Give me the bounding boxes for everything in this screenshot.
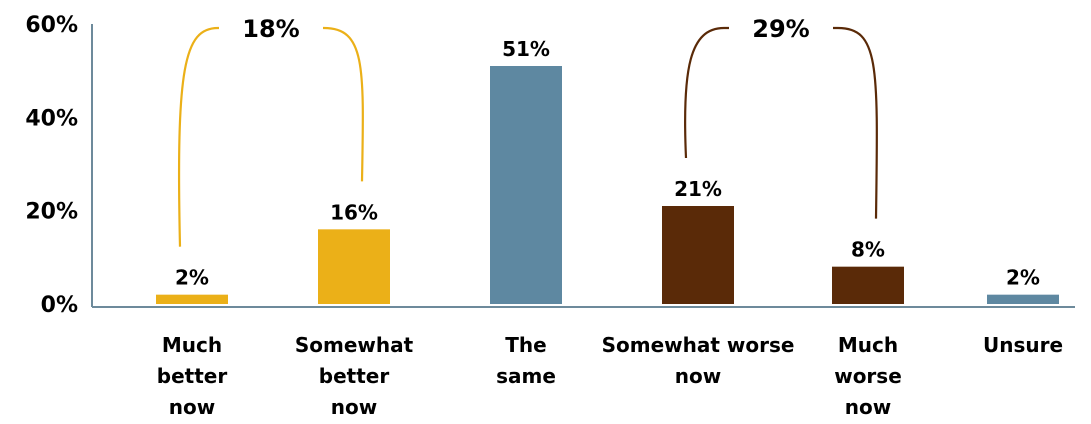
y-tick-label: 0%: [41, 293, 78, 318]
x-category-label: Much better now: [156, 333, 228, 419]
group-bracket-right: [833, 26, 878, 219]
data-label: 2%: [175, 266, 209, 290]
y-tick-label: 60%: [25, 13, 78, 38]
bar: [156, 294, 228, 304]
data-label: 16%: [330, 200, 378, 224]
x-category-label: Somewhat worse now: [601, 333, 795, 388]
y-tick-label: 40%: [25, 106, 78, 131]
x-category-label: Unsure: [982, 333, 1064, 357]
x-category-label: Much worse now: [834, 333, 902, 419]
bar: [662, 206, 734, 304]
bar: [987, 294, 1059, 304]
bar: [318, 229, 390, 304]
data-label: 2%: [1006, 266, 1040, 290]
group-total-label: 29%: [752, 15, 809, 43]
bar: [490, 66, 562, 304]
data-label: 51%: [502, 37, 550, 61]
group-bracket-left: [683, 26, 729, 159]
group-total-label: 18%: [242, 15, 299, 43]
data-label: 8%: [851, 238, 885, 262]
group-bracket-left: [177, 26, 219, 247]
y-tick-label: 20%: [25, 200, 78, 225]
group-bracket-right: [323, 26, 364, 182]
x-category-label: The same: [496, 333, 556, 388]
data-label: 21%: [674, 177, 722, 201]
x-category-label: Somewhat better now: [294, 333, 414, 419]
bar: [832, 266, 904, 304]
